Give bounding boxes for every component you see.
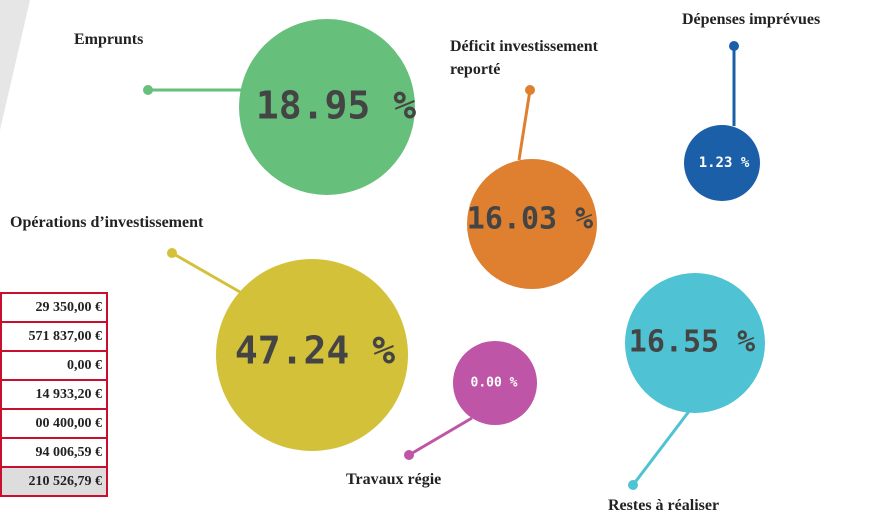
bubble-value: 1.23 %: [699, 155, 750, 171]
bubble-label: Dépenses imprévues: [682, 11, 820, 28]
decor: [0, 0, 30, 130]
bubble-value: 16.03 %: [467, 202, 593, 237]
dot: [525, 85, 535, 95]
amount-cell: 0,00 €: [0, 350, 108, 381]
bubble-label: Restes à réaliser: [608, 497, 719, 514]
bubble-label: reporté: [450, 61, 500, 78]
amount-cell: 00 400,00 €: [0, 408, 108, 439]
amount-cell: 14 933,20 €: [0, 379, 108, 410]
connector: [171, 251, 241, 294]
bubble: [239, 19, 415, 195]
bubble: [453, 341, 537, 425]
dot: [628, 480, 638, 490]
dot: [404, 450, 414, 460]
connector: [517, 89, 532, 161]
amount-total: 210 526,79 €: [0, 466, 108, 497]
bubble: [467, 159, 597, 289]
bubble-label: Travaux régie: [346, 471, 441, 488]
bubble-value: 16.55 %: [629, 325, 755, 360]
bubble-label: Déficit investissement: [450, 38, 599, 55]
dot: [729, 41, 739, 51]
connector: [408, 416, 473, 457]
bubble: [684, 125, 760, 201]
bubble-label: Opérations d’investissement: [10, 214, 204, 231]
amount-cell: 94 006,59 €: [0, 437, 108, 468]
bubble: [216, 259, 408, 451]
connector: [631, 409, 692, 486]
amount-cell: 29 350,00 €: [0, 292, 108, 323]
amount-table: 29 350,00 € 571 837,00 € 0,00 € 14 933,2…: [0, 292, 108, 497]
dot: [143, 85, 153, 95]
bubble-label: Emprunts: [74, 31, 143, 48]
amount-cell: 571 837,00 €: [0, 321, 108, 352]
bubble-value: 18.95 %: [256, 84, 416, 128]
dot: [167, 248, 177, 258]
bubble: [625, 273, 765, 413]
bubble-value: 47.24 %: [235, 329, 395, 373]
connectors: [148, 46, 736, 486]
bubble-value: 0.00 %: [471, 376, 518, 391]
